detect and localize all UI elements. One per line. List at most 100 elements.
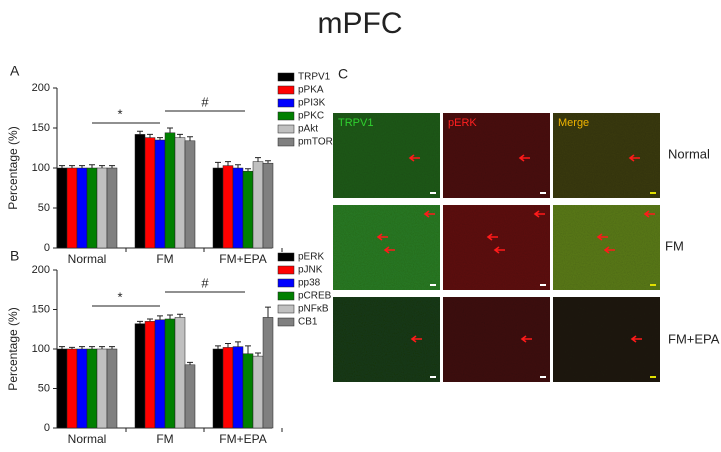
legend-label: CB1 xyxy=(298,317,318,328)
bar xyxy=(212,167,224,249)
y-axis-label: Percentage (%) xyxy=(6,126,20,209)
panel-label: C xyxy=(338,66,348,82)
bar xyxy=(232,167,244,249)
error-bar xyxy=(187,361,193,365)
bar xyxy=(242,353,254,429)
legend-swatch xyxy=(277,252,295,262)
error-bar xyxy=(157,137,163,140)
y-tick-label: 0 xyxy=(44,422,50,434)
legend-label: pPKA xyxy=(298,85,324,96)
bar xyxy=(164,132,176,249)
error-bar xyxy=(137,320,143,324)
scale-bar xyxy=(650,376,656,378)
legend-label: pPKC xyxy=(298,111,324,122)
column-label: TRPV1 xyxy=(338,117,373,129)
arrow xyxy=(596,233,608,241)
figure-title: mPFC xyxy=(318,7,403,40)
error-bar xyxy=(79,346,85,349)
micrograph xyxy=(553,113,660,198)
panel-label: A xyxy=(10,63,20,79)
y-tick-label: 200 xyxy=(32,82,50,94)
bar xyxy=(86,348,98,429)
bar xyxy=(66,348,78,429)
column-label: Merge xyxy=(558,117,589,129)
error-bar xyxy=(225,161,231,166)
micrograph xyxy=(333,113,440,198)
bar xyxy=(56,348,68,429)
bar xyxy=(66,167,78,249)
y-tick-label: 150 xyxy=(32,303,50,315)
legend-swatch xyxy=(277,85,295,95)
bar xyxy=(134,134,146,249)
legend-swatch xyxy=(277,98,295,108)
annotation: # xyxy=(201,275,209,290)
bar xyxy=(164,318,176,429)
arrow xyxy=(423,210,435,218)
legend-swatch xyxy=(277,124,295,134)
legend-swatch xyxy=(277,278,295,288)
error-bar xyxy=(167,314,173,319)
bar xyxy=(232,346,244,429)
legend-swatch xyxy=(277,111,295,121)
x-tick-label: FM xyxy=(156,432,173,446)
legend-label: pJNK xyxy=(298,265,323,276)
error-bar xyxy=(147,318,153,322)
x-tick-label: Normal xyxy=(68,252,107,266)
micrograph xyxy=(443,297,550,382)
arrow xyxy=(493,246,505,254)
row-label: FM+EPA xyxy=(668,331,720,346)
error-bar xyxy=(187,136,193,141)
y-tick-label: 100 xyxy=(32,343,50,355)
legend-swatch xyxy=(277,72,295,82)
scale-bar xyxy=(430,192,436,194)
bar xyxy=(56,167,68,249)
bar xyxy=(184,140,196,249)
legend-label: pp38 xyxy=(298,278,321,289)
error-bar xyxy=(59,165,65,168)
bar xyxy=(222,165,234,249)
arrow xyxy=(520,335,532,343)
error-bar xyxy=(177,133,183,138)
annotation: * xyxy=(117,106,122,121)
error-bar xyxy=(69,346,75,349)
legend-swatch xyxy=(277,317,295,327)
error-bar xyxy=(79,165,85,168)
scale-bar xyxy=(650,192,656,194)
error-bar xyxy=(245,345,251,354)
y-tick-label: 150 xyxy=(32,122,50,134)
error-bar xyxy=(109,346,115,349)
bar xyxy=(174,137,186,249)
error-bar xyxy=(215,345,221,349)
error-bar xyxy=(265,160,271,164)
bar xyxy=(106,348,118,429)
error-bar xyxy=(265,306,271,318)
x-tick-label: FM+EPA xyxy=(219,432,266,446)
arrow xyxy=(518,154,530,162)
annotation: * xyxy=(117,289,122,304)
x-tick-label: FM xyxy=(156,252,173,266)
bar xyxy=(144,321,156,429)
bar xyxy=(262,162,274,249)
arrow xyxy=(603,246,615,254)
error-bar xyxy=(109,165,115,168)
legend-swatch xyxy=(277,291,295,301)
arrow xyxy=(643,210,655,218)
legend-label: pCREB xyxy=(298,291,332,302)
micrograph xyxy=(553,205,660,290)
bar xyxy=(86,167,98,249)
error-bar xyxy=(89,164,95,168)
arrow xyxy=(410,335,422,343)
arrow xyxy=(628,154,640,162)
error-bar xyxy=(89,346,95,349)
bar xyxy=(222,347,234,429)
legend-label: pNFκB xyxy=(298,304,329,315)
row-label: FM xyxy=(665,238,684,253)
annotation: # xyxy=(201,94,209,109)
bar xyxy=(242,170,254,249)
bar xyxy=(252,355,264,429)
error-bar xyxy=(137,130,143,135)
y-tick-label: 0 xyxy=(44,242,50,254)
bar xyxy=(184,364,196,429)
y-tick-label: 100 xyxy=(32,162,50,174)
